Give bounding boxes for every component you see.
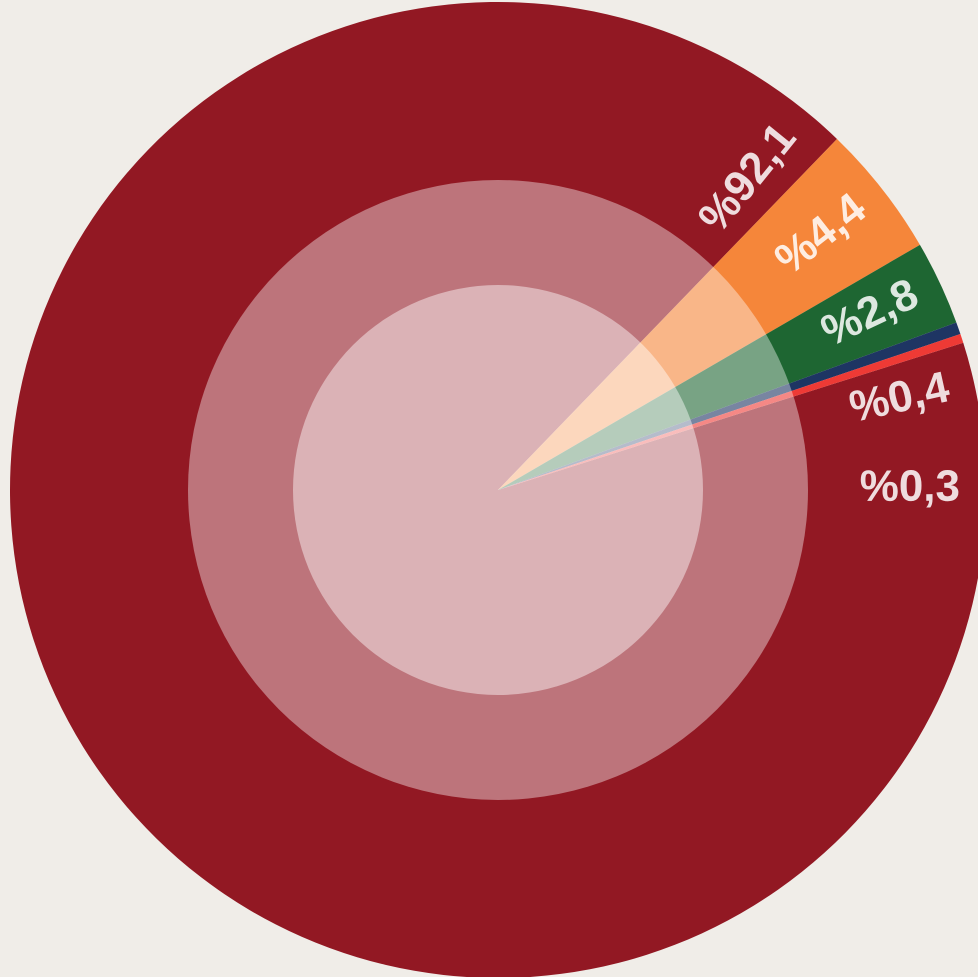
pie-slice bbox=[498, 334, 964, 490]
inner-core bbox=[293, 285, 703, 695]
data-label: %0,3 bbox=[860, 462, 960, 511]
inner-ring bbox=[188, 180, 808, 800]
pie-slice bbox=[10, 2, 978, 977]
pie-slice bbox=[498, 244, 957, 490]
slices bbox=[10, 2, 978, 977]
pie-slice bbox=[498, 322, 961, 490]
pie-slice bbox=[498, 138, 920, 491]
